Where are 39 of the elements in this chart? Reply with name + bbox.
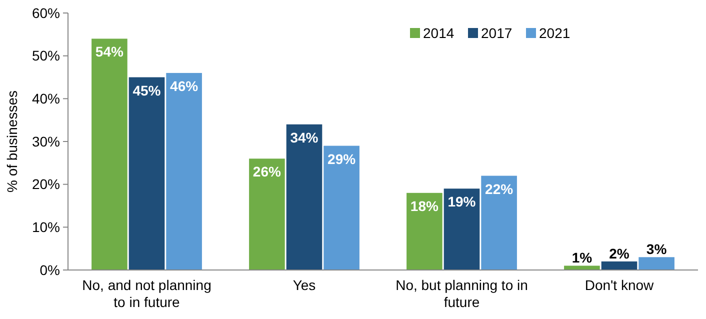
data-label: 1% bbox=[572, 250, 593, 266]
bar bbox=[324, 146, 360, 270]
data-label: 19% bbox=[448, 194, 476, 210]
bar bbox=[249, 158, 285, 270]
y-tick-label: 20% bbox=[32, 176, 60, 192]
data-label: 45% bbox=[132, 82, 162, 98]
bar bbox=[406, 192, 442, 270]
bar bbox=[564, 266, 600, 270]
x-tick-label: No, and not planning to in future bbox=[82, 277, 212, 310]
legend-label: 2017 bbox=[481, 25, 512, 41]
data-label: 34% bbox=[290, 129, 319, 146]
bar bbox=[444, 188, 480, 270]
legend-label: 2021 bbox=[539, 25, 570, 41]
bar bbox=[481, 176, 517, 270]
x-tick-label: No, but planning to in future bbox=[396, 277, 528, 310]
data-label: 2% bbox=[609, 245, 630, 262]
x-tick-label: Don't know bbox=[584, 277, 655, 293]
y-tick-label: 50% bbox=[32, 48, 60, 64]
data-label: 22% bbox=[485, 180, 514, 197]
bar bbox=[286, 124, 322, 270]
data-label: 46% bbox=[170, 78, 199, 94]
data-label: 26% bbox=[252, 164, 282, 180]
data-label: 3% bbox=[646, 241, 668, 258]
data-label: 54% bbox=[95, 44, 124, 60]
bar bbox=[166, 72, 202, 270]
y-axis-title: % of businesses bbox=[4, 90, 20, 192]
bar bbox=[601, 261, 638, 270]
y-tick-label: 30% bbox=[32, 133, 60, 150]
x-tick-label: Yes bbox=[292, 277, 316, 293]
y-tick-label: 60% bbox=[32, 4, 60, 21]
y-tick-label: 10% bbox=[32, 219, 60, 236]
bar bbox=[638, 257, 674, 270]
y-tick-label: 0% bbox=[40, 262, 60, 278]
data-label: 29% bbox=[328, 150, 356, 167]
y-tick-label: 40% bbox=[32, 90, 60, 107]
data-label: 18% bbox=[410, 198, 440, 214]
bar bbox=[92, 38, 128, 270]
bar bbox=[128, 77, 165, 270]
legend-label: 2014 bbox=[423, 25, 454, 41]
